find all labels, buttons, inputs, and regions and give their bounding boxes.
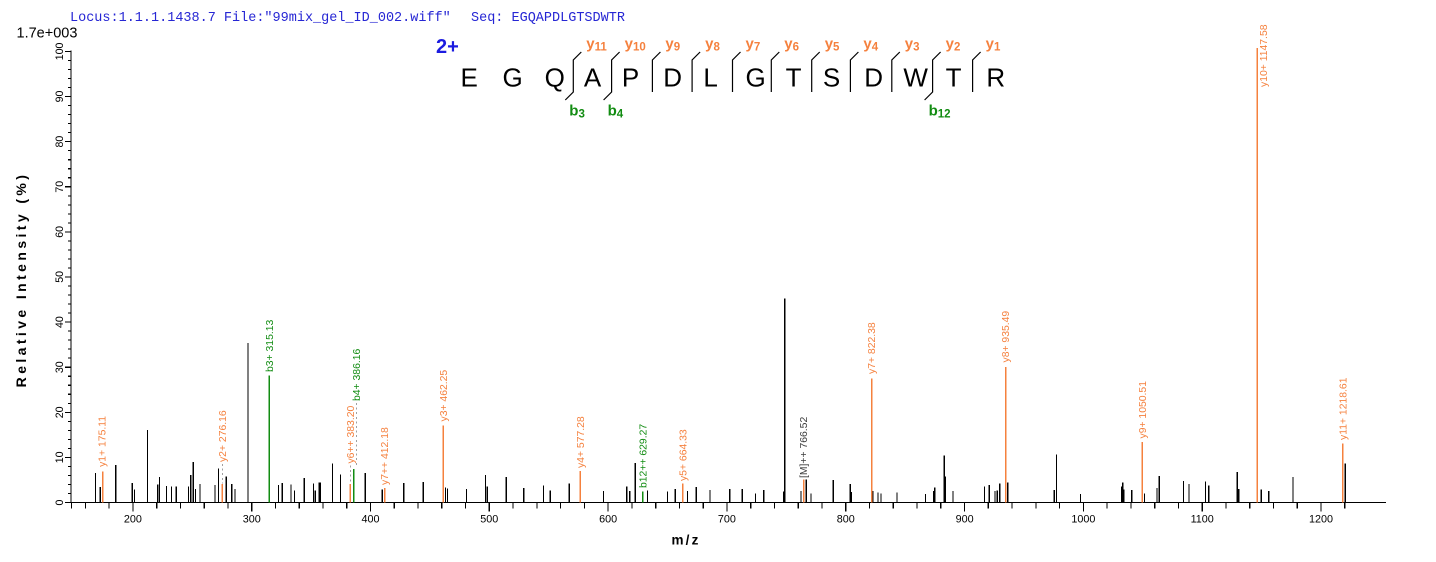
svg-text:40: 40 — [54, 316, 66, 328]
svg-text:b3+ 315.13: b3+ 315.13 — [265, 319, 276, 372]
svg-text:b4+ 386.16: b4+ 386.16 — [352, 348, 363, 401]
svg-text:y10+ 1147.58: y10+ 1147.58 — [1259, 24, 1270, 87]
svg-text:D: D — [864, 63, 883, 93]
svg-text:y5+ 664.33: y5+ 664.33 — [678, 429, 689, 481]
svg-text:600: 600 — [599, 514, 617, 526]
svg-text:y3+ 462.25: y3+ 462.25 — [439, 370, 450, 422]
svg-text:1100: 1100 — [1191, 514, 1214, 526]
svg-text:50: 50 — [54, 271, 66, 283]
svg-text:500: 500 — [480, 514, 498, 526]
svg-text:b12++ 629.27: b12++ 629.27 — [638, 424, 649, 488]
svg-text:S: S — [823, 63, 840, 93]
svg-text:y4+ 577.28: y4+ 577.28 — [576, 416, 587, 468]
svg-text:60: 60 — [54, 226, 66, 238]
svg-text:y11: y11 — [586, 36, 607, 54]
svg-text:y6++ 383.20: y6++ 383.20 — [346, 406, 357, 464]
svg-text:y7+ 822.38: y7+ 822.38 — [867, 322, 878, 374]
svg-text:T: T — [946, 63, 962, 93]
svg-text:G: G — [745, 63, 765, 93]
svg-text:y7++ 412.18: y7++ 412.18 — [380, 427, 391, 485]
svg-text:D: D — [663, 63, 682, 93]
svg-text:200: 200 — [124, 514, 142, 526]
svg-text:70: 70 — [54, 181, 66, 193]
svg-text:R: R — [986, 63, 1005, 93]
svg-text:90: 90 — [54, 91, 66, 103]
svg-text:[M]++ 766.52: [M]++ 766.52 — [799, 417, 810, 478]
svg-text:y1+ 175.11: y1+ 175.11 — [98, 416, 109, 467]
svg-text:y2+ 276.16: y2+ 276.16 — [218, 410, 229, 462]
svg-text:L: L — [703, 63, 717, 93]
svg-text:2+: 2+ — [436, 36, 459, 58]
svg-text:300: 300 — [243, 514, 261, 526]
svg-text:y8+ 935.49: y8+ 935.49 — [1001, 311, 1012, 363]
svg-text:Q: Q — [545, 63, 565, 93]
svg-text:30: 30 — [54, 361, 66, 373]
svg-text:100: 100 — [54, 42, 66, 60]
svg-text:1.7e+003: 1.7e+003 — [17, 26, 78, 42]
svg-text:A: A — [584, 63, 602, 93]
svg-text:Relative Intensity (%): Relative Intensity (%) — [13, 172, 29, 388]
svg-text:0: 0 — [54, 499, 66, 505]
svg-text:Seq: EGQAPDLGTSDWTR: Seq: EGQAPDLGTSDWTR — [471, 11, 625, 26]
svg-text:20: 20 — [54, 406, 66, 418]
svg-text:10: 10 — [54, 451, 66, 463]
svg-text:y9+ 1050.51: y9+ 1050.51 — [1138, 381, 1149, 439]
svg-text:700: 700 — [718, 514, 736, 526]
svg-text:y11+ 1218.61: y11+ 1218.61 — [1338, 377, 1349, 440]
svg-text:G: G — [502, 63, 522, 93]
svg-text:900: 900 — [956, 514, 974, 526]
svg-text:W: W — [903, 63, 928, 93]
svg-text:P: P — [622, 63, 639, 93]
svg-text:1200: 1200 — [1309, 514, 1333, 526]
svg-text:80: 80 — [54, 136, 66, 148]
svg-text:Locus:1.1.1.1438.7 File:"99mix: Locus:1.1.1.1438.7 File:"99mix_gel_ID_00… — [70, 11, 451, 26]
svg-text:1000: 1000 — [1071, 514, 1095, 526]
svg-text:800: 800 — [837, 514, 855, 526]
svg-text:T: T — [786, 63, 802, 93]
svg-text:E: E — [461, 63, 478, 93]
svg-text:m/z: m/z — [671, 533, 700, 548]
svg-text:400: 400 — [361, 514, 379, 526]
